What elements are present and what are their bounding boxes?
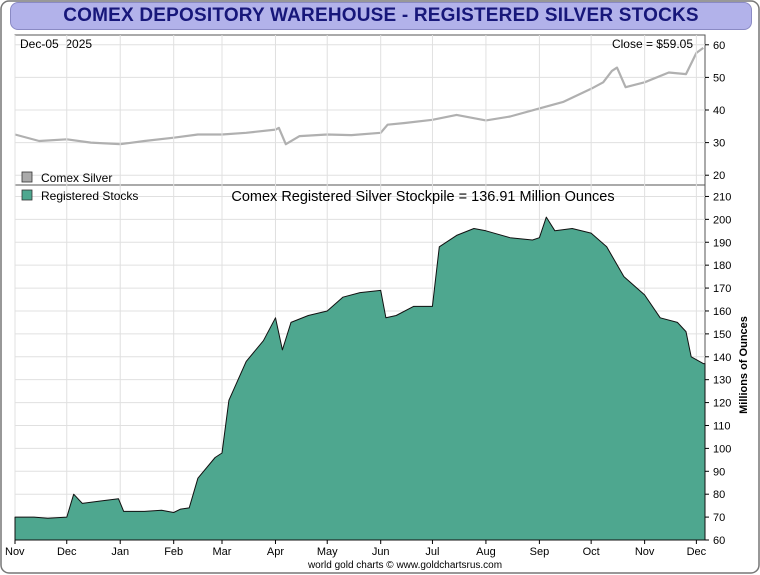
- stocks-tick-label: 140: [713, 352, 731, 364]
- silver-tick-label: 40: [713, 105, 725, 117]
- stocks-legend-swatch: [21, 189, 33, 201]
- stocks-tick-label: 190: [713, 237, 731, 249]
- silver-legend-swatch: [21, 171, 33, 183]
- stocks-y-axis: 60 70 80 90 100 110 120 130 140 150 160 170 180 190 20…: [705, 191, 731, 547]
- month-tick-label: Feb: [164, 546, 183, 558]
- stocks-tick-label: 120: [713, 398, 731, 410]
- month-tick-label: May: [317, 546, 338, 558]
- silver-panel: 20 30 40 50 60 Dec-05 2025 Close = $59.05 Co…: [14, 34, 725, 186]
- stocks-tick-label: 130: [713, 375, 731, 387]
- footer-credit: world gold charts © www.goldchartsrus.co…: [307, 560, 502, 571]
- month-tick-label: Jul: [425, 546, 439, 558]
- stocks-tick-label: 100: [713, 443, 731, 455]
- stocks-tick-label: 60: [713, 535, 725, 547]
- silver-tick-label: 60: [713, 40, 725, 52]
- month-tick-label: Nov: [5, 546, 25, 558]
- silver-tick-label: 20: [713, 170, 725, 182]
- silver-price-line: [14, 47, 704, 146]
- stocks-tick-label: 150: [713, 329, 731, 341]
- title-banner: COMEX DEPOSITORY WAREHOUSE - REGISTERED …: [10, 2, 752, 30]
- month-tick-label: Apr: [267, 546, 284, 558]
- month-tick-label: Sep: [530, 546, 550, 558]
- month-tick-label: Jan: [111, 546, 129, 558]
- month-tick-label: Nov: [635, 546, 655, 558]
- month-tick-label: Aug: [476, 546, 496, 558]
- silver-y-axis: 20 30 40 50 60: [705, 40, 725, 182]
- stocks-tick-label: 70: [713, 512, 725, 524]
- stocks-tick-label: 200: [713, 214, 731, 226]
- month-tick-label: Dec: [687, 546, 707, 558]
- stocks-tick-label: 180: [713, 260, 731, 272]
- month-tick-label: Mar: [213, 546, 232, 558]
- stocks-x-axis: Nov Dec Jan Feb Mar Apr May Jun Jul Aug Sep Oct Nov D…: [5, 540, 707, 558]
- stocks-tick-label: 210: [713, 191, 731, 203]
- stocks-panel: 60 70 80 90 100 110 120 130 140 150 160 170 180 190 20…: [5, 35, 750, 558]
- y-axis-label: Millions of Ounces: [738, 316, 750, 414]
- stocks-tick-label: 110: [713, 420, 731, 432]
- chart-title: COMEX DEPOSITORY WAREHOUSE - REGISTERED …: [63, 5, 699, 26]
- date-label: Dec-05 2025: [20, 37, 92, 51]
- month-tick-label: Jun: [372, 546, 390, 558]
- stocks-tick-label: 160: [713, 306, 731, 318]
- stocks-tick-label: 170: [713, 283, 731, 295]
- stocks-tick-label: 90: [713, 466, 725, 478]
- silver-tick-label: 30: [713, 138, 725, 150]
- month-tick-label: Dec: [57, 546, 77, 558]
- close-price-label: Close = $59.05: [612, 37, 693, 51]
- registered-stocks-area: [14, 216, 706, 541]
- stocks-tick-label: 80: [713, 489, 725, 501]
- silver-legend-label: Comex Silver: [41, 171, 112, 185]
- month-tick-label: Oct: [583, 546, 600, 558]
- stockpile-title: Comex Registered Silver Stockpile = 136.…: [231, 189, 614, 205]
- silver-tick-label: 50: [713, 72, 725, 84]
- stocks-legend-label: Registered Stocks: [41, 189, 138, 203]
